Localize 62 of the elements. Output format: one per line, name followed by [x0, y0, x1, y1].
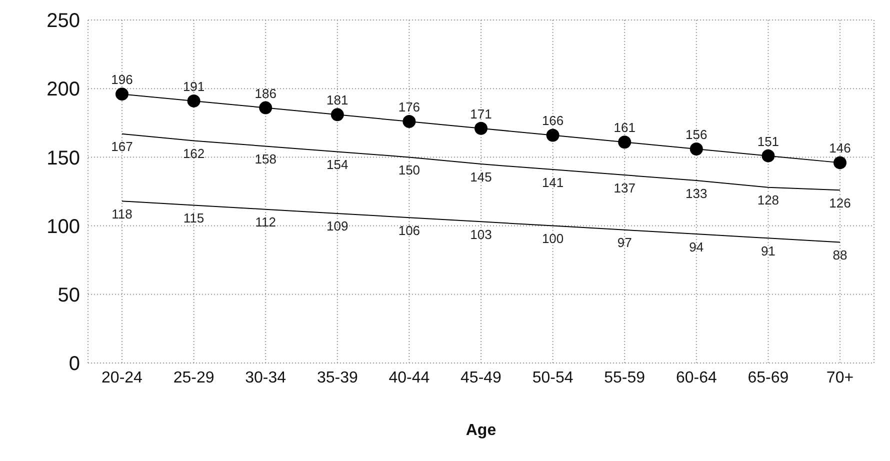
data-label: 137	[614, 180, 636, 196]
data-label: 141	[542, 174, 564, 190]
point	[834, 156, 846, 170]
point	[330, 108, 344, 122]
data-label: 171	[470, 106, 492, 122]
data-label: 112	[255, 214, 276, 230]
y-tick-label: 100	[46, 216, 80, 238]
data-label: 196	[111, 72, 133, 88]
data-label: 118	[112, 206, 132, 222]
data-label: 167	[111, 139, 133, 154]
point	[402, 115, 416, 128]
data-label: 186	[254, 86, 276, 101]
data-label: 150	[398, 162, 420, 178]
data-label: 158	[254, 151, 276, 166]
x-tick-label: 70+	[826, 369, 854, 386]
data-label: 88	[832, 247, 848, 262]
point	[690, 142, 703, 156]
data-label: 191	[182, 78, 205, 94]
x-tick-label: 20-24	[102, 369, 143, 386]
data-label: 91	[760, 243, 776, 258]
data-label: 161	[614, 120, 636, 136]
data-label: 176	[398, 100, 420, 115]
data-label: 97	[617, 235, 632, 250]
x-tick-label: 40-44	[388, 369, 430, 386]
data-label: 100	[542, 231, 564, 246]
y-tick-label: 150	[46, 147, 80, 170]
x-tick-label: 50-54	[532, 369, 574, 386]
point	[259, 101, 272, 114]
x-tick-label: 25-29	[173, 369, 214, 386]
data-label: 146	[829, 140, 851, 156]
x-tick-label: 45-49	[460, 369, 502, 386]
x-tick-label: 60-64	[676, 369, 717, 386]
point	[187, 94, 200, 108]
point	[116, 88, 128, 101]
data-label: 154	[326, 156, 348, 172]
data-label: 156	[686, 126, 708, 142]
x-tick-label: 65-69	[748, 369, 789, 386]
data-label: 133	[686, 186, 708, 201]
data-label: 109	[326, 218, 348, 234]
x-axis-title: Age	[466, 422, 496, 439]
x-tick-label: 30-34	[245, 369, 286, 386]
x-tick-label: 35-39	[316, 369, 358, 386]
y-tick-label: 250	[46, 10, 80, 32]
data-label: 106	[398, 222, 420, 238]
point	[546, 128, 560, 142]
data-label: 103	[470, 226, 492, 242]
data-label: 162	[182, 146, 205, 161]
data-label: 145	[470, 169, 492, 184]
data-label: 126	[829, 195, 851, 210]
y-tick-label: 0	[68, 353, 80, 376]
data-label: 151	[757, 134, 780, 149]
point	[618, 136, 632, 149]
x-tick-label: 55-59	[604, 369, 646, 386]
y-tick-label: 200	[46, 78, 80, 101]
point	[474, 122, 488, 135]
data-label: 181	[326, 92, 348, 108]
data-label: 115	[183, 210, 204, 226]
y-tick-label: 50	[58, 284, 80, 306]
data-label: 94	[689, 239, 704, 254]
data-label: 128	[757, 192, 780, 208]
point	[762, 149, 775, 162]
data-label: 166	[542, 113, 564, 128]
